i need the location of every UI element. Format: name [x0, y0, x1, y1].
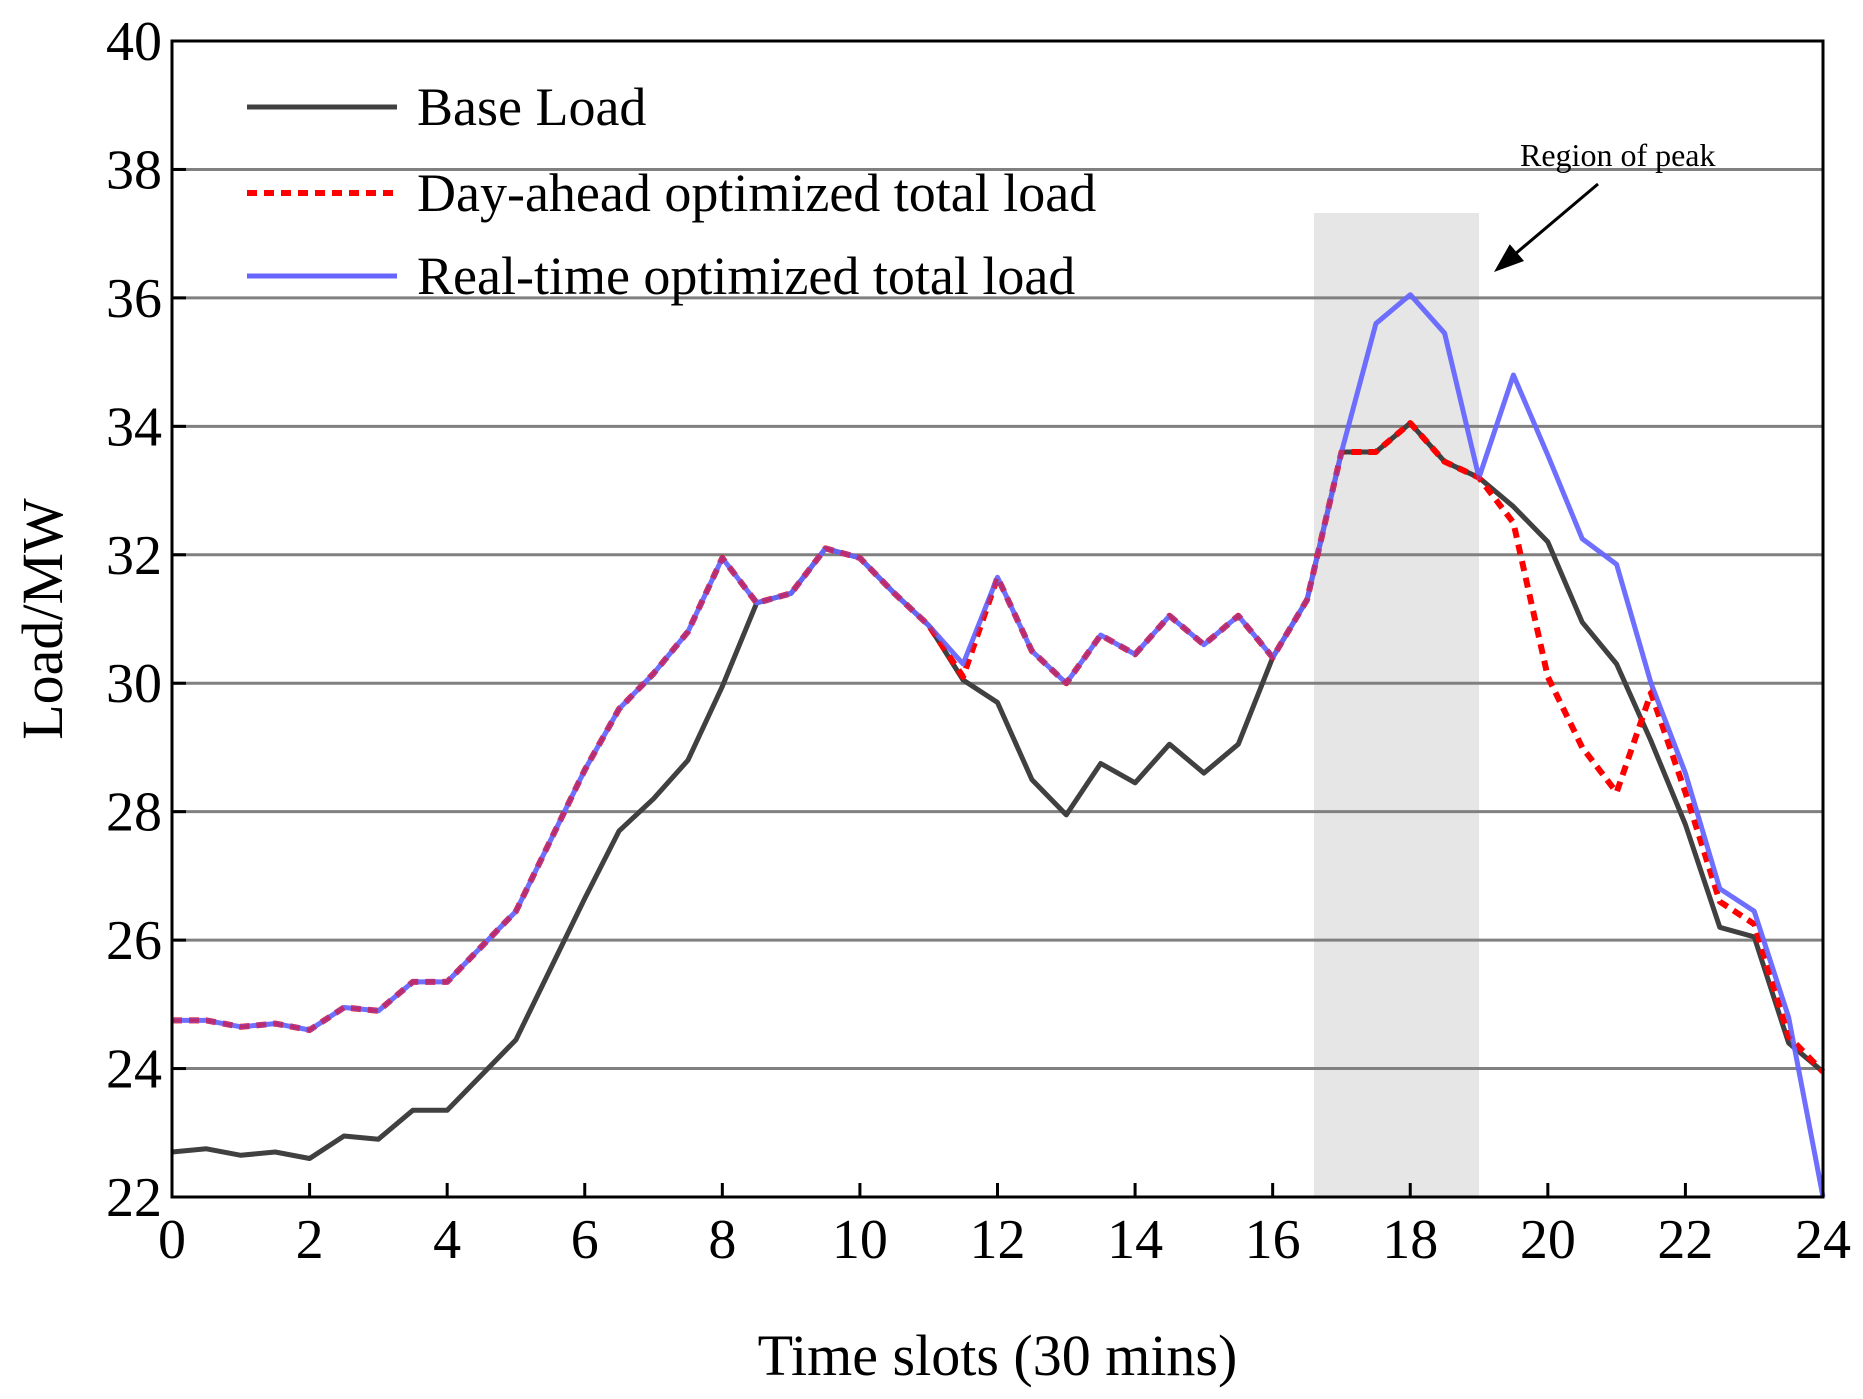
peak-region-layer — [1313, 213, 1480, 1197]
y-tick-label: 26 — [106, 910, 162, 972]
x-tick-label: 18 — [1382, 1209, 1438, 1271]
x-tick-label: 8 — [708, 1209, 736, 1271]
grid-layer — [172, 167, 1823, 1071]
legend-label-base-load: Base Load — [417, 77, 646, 137]
y-tick-label: 32 — [106, 525, 162, 587]
legend: Base Load Day-ahead optimized total load… — [247, 77, 1096, 306]
x-tick-label: 2 — [296, 1209, 324, 1271]
x-axis-title: Time slots (30 mins) — [758, 1323, 1238, 1388]
x-tick-label: 10 — [832, 1209, 888, 1271]
peak-region — [1313, 213, 1480, 1197]
x-tick-label: 4 — [433, 1209, 461, 1271]
y-tick-label: 34 — [106, 396, 162, 458]
series-line-2 — [172, 292, 1826, 1198]
annotation-label: Region of peak — [1520, 137, 1716, 173]
y-tick-label: 24 — [106, 1039, 162, 1101]
legend-label-real-time: Real-time optimized total load — [417, 246, 1075, 306]
peak-annotation: Region of peak — [1494, 137, 1716, 272]
y-tick-label: 22 — [106, 1167, 162, 1229]
x-tick-label: 22 — [1657, 1209, 1713, 1271]
x-tick-label: 12 — [970, 1209, 1026, 1271]
annotation-arrow — [1507, 182, 1599, 262]
x-tick-label: 6 — [571, 1209, 599, 1271]
arrow-head-icon — [1494, 244, 1525, 272]
x-tick-label: 16 — [1245, 1209, 1301, 1271]
series-layer — [171, 292, 1826, 1198]
y-tick-label: 38 — [106, 139, 162, 201]
x-tick-label: 24 — [1795, 1209, 1851, 1271]
series-line-1-overlay — [172, 420, 1825, 1074]
series-line-0 — [171, 420, 1825, 1161]
y-tick-label: 40 — [106, 11, 162, 73]
y-tick-label: 28 — [106, 782, 162, 844]
legend-label-day-ahead: Day-ahead optimized total load — [417, 163, 1096, 223]
y-tick-label: 36 — [106, 268, 162, 330]
tick-layer: 0 2 4 6 8 10 12 14 16 18 20 22 242224262830323436384… — [106, 11, 1851, 1271]
x-tick-label: 0 — [158, 1209, 186, 1271]
y-axis-title: Load/MW — [10, 498, 75, 740]
x-tick-label: 20 — [1520, 1209, 1576, 1271]
y-tick-label: 30 — [106, 653, 162, 715]
x-tick-label: 14 — [1107, 1209, 1163, 1271]
